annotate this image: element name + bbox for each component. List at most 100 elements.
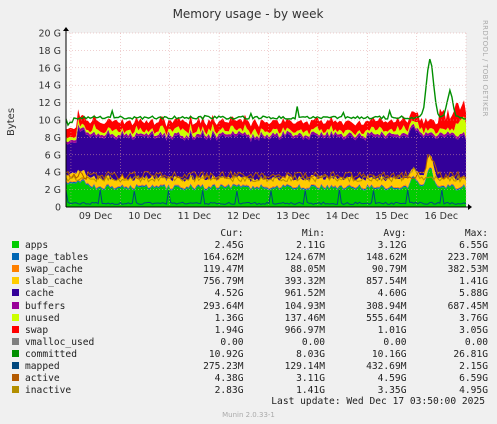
legend-value-max: 3.76G [459,312,488,324]
header-max: Max: [464,228,488,239]
legend-entry: slab_cache [12,276,162,288]
legend-label: mapped [25,361,60,373]
legend-entry: active [12,373,162,385]
legend-value-max: 6.59G [459,373,488,385]
y-tick-label: 18 G [39,46,61,57]
legend-value-cur: 2.83G [214,385,244,397]
legend-row-apps: apps 2.45G 2.11G 3.12G 6.55G [12,240,488,252]
y-tick-label: 12 G [39,98,61,109]
legend-entry: swap [12,325,162,337]
legend-row-unused: unused 1.36G 137.46M 555.64M 3.76G [12,313,488,325]
legend-value-avg: 148.62M [366,252,407,264]
legend-value-max: 223.70M [447,252,488,264]
legend-label: page_tables [25,252,89,264]
y-tick-label: 2 G [45,185,61,196]
legend-value-cur: 1.36G [214,312,244,324]
legend-swatch [12,325,19,333]
y-tick-label: 0 [55,203,61,214]
x-tick-label: 15 Dec [375,211,409,222]
legend-value-avg: 10.16G [371,348,407,360]
legend-entry: unused [12,313,162,325]
legend-entry: apps [12,240,162,252]
legend-value-cur: 164.62M [203,252,244,264]
y-tick-label: 14 G [39,81,61,92]
legend-value-min: 129.14M [284,361,325,373]
legend-entry: swap_cache [12,264,162,276]
legend-swatch [12,289,19,297]
legend-value-avg: 4.60G [377,288,407,300]
legend-value-min: 0.00 [301,336,325,348]
legend-value-avg: 1.01G [377,324,407,336]
legend-swatch [12,337,19,345]
y-tick-label: 10 G [39,116,61,127]
legend-swatch [12,313,19,321]
line-committed [65,58,467,127]
legend-row-active: active 4.38G 3.11G 4.59G 6.59G [12,373,488,385]
legend-label: cache [25,288,54,300]
legend-header-row: Cur: Min: Avg: Max: [12,228,488,240]
legend-swatch [12,362,19,370]
legend-value-max: 26.81G [453,348,488,360]
legend-value-max: 382.53M [447,264,488,276]
legend-value-avg: 3.12G [377,240,407,252]
legend-value-avg: 3.35G [377,385,407,397]
legend-value-avg: 0.00 [383,336,407,348]
y-tick-label: 20 G [39,29,61,40]
legend-value-min: 393.32M [284,276,325,288]
legend-label: committed [25,348,77,360]
x-tick-label: 09 Dec [79,211,113,222]
legend-value-cur: 10.92G [208,348,244,360]
area-swap [66,100,466,139]
grid-layer [66,32,467,207]
legend-value-avg: 4.59G [377,373,407,385]
legend-swatch [12,349,19,357]
legend-swatch [12,301,19,309]
line-layer [65,58,467,206]
y-tick-label: 6 G [45,150,61,161]
legend-value-cur: 0.00 [220,336,244,348]
legend-value-min: 104.93M [284,300,325,312]
legend-label: swap [25,324,49,336]
legend-swatch [12,265,19,273]
legend-value-min: 2.11G [296,240,325,252]
legend-value-min: 3.11G [296,373,325,385]
legend-row-page-tables: page_tables 164.62M 124.67M 148.62M 223.70M [12,252,488,264]
legend-swatch [12,374,19,382]
legend-row-mapped: mapped 275.23M 129.14M 432.69M 2.15G [12,361,488,373]
legend-value-avg: 857.54M [366,276,407,288]
legend-value-cur: 293.64M [203,300,244,312]
header-avg: Avg: [383,228,407,239]
legend-value-cur: 119.47M [203,264,244,276]
rrdtool-credit: RRDTOOL / TOBI OETIKER [481,20,489,117]
line-mapped [65,189,467,206]
header-min: Min: [301,228,325,239]
area-cache [66,126,466,183]
legend-value-min: 137.46M [284,312,325,324]
legend-swatch [12,253,19,261]
legend-label: active [25,373,60,385]
x-tick-labels: 09 Dec 10 Dec 11 Dec 12 Dec 13 Dec 14 Dec 15 D… [79,211,458,222]
legend-label: unused [25,312,60,324]
legend-value-min: 88.05M [290,264,325,276]
y-axis-arrow [63,27,69,31]
legend-label: inactive [25,385,72,397]
line-active [65,154,467,181]
y-tick-label: 8 G [45,133,61,144]
x-tick-label: 10 Dec [128,211,162,222]
y-tick-label: 4 G [45,168,61,179]
x-tick-label: 12 Dec [227,211,261,222]
legend-entry: buffers [12,301,162,313]
x-tick-label: 13 Dec [276,211,310,222]
legend-value-min: 8.03G [296,348,325,360]
legend-row-slab-cache: slab_cache 756.79M 393.32M 857.54M 1.41G [12,276,488,288]
legend-swatch [12,241,19,249]
legend-value-avg: 555.64M [366,312,407,324]
legend-table: Cur: Min: Avg: Max: apps 2.45G 2.11G 3.12G 6… [12,228,488,397]
legend-value-cur: 1.94G [214,324,244,336]
header-cur: Cur: [220,228,244,239]
legend-value-max: 687.45M [447,300,488,312]
legend-value-avg: 308.94M [366,300,407,312]
x-tick-label: 11 Dec [178,211,212,222]
legend-row-cache: cache 4.52G 961.52M 4.60G 5.88G [12,288,488,300]
legend-label: swap_cache [25,264,83,276]
